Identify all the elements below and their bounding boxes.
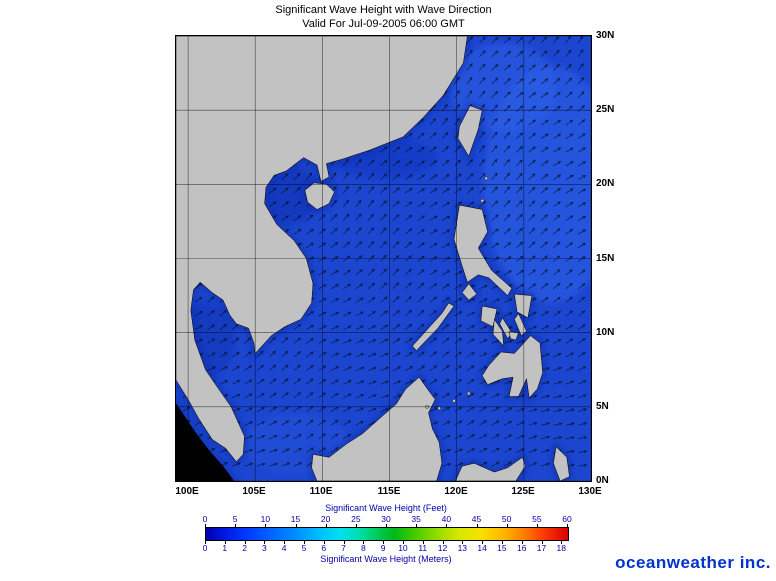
meter-tick-mark	[343, 541, 345, 544]
colorbar-feet-ticks: 0 5 10 15 20 25 30 35 40 45 50 55 60	[202, 514, 572, 524]
meter-tick-mark	[561, 541, 563, 544]
meter-tick-label: 0	[202, 543, 208, 553]
map-frame	[175, 35, 592, 482]
lat-axis-label: 0N	[596, 475, 609, 486]
feet-tick-label: 45	[471, 514, 482, 524]
meter-tick-label: 15	[497, 543, 507, 553]
meter-tick-mark	[422, 541, 424, 544]
latitude-axis: 30N 25N 20N 15N 10N 5N 0N	[596, 30, 630, 486]
feet-tick-label: 0	[202, 514, 208, 524]
feet-tick-mark	[205, 524, 206, 527]
chart-header: Significant Wave Height with Wave Direct…	[175, 3, 592, 31]
lat-axis-label: 20N	[596, 178, 615, 189]
meter-tick-mark	[462, 541, 464, 544]
meter-tick-mark	[205, 541, 206, 544]
lon-axis-label: 105E	[242, 486, 266, 497]
lon-axis-label: 115E	[377, 486, 401, 497]
meter-tick-label: 4	[281, 543, 287, 553]
feet-tick-label: 30	[381, 514, 391, 524]
meter-tick-mark	[402, 541, 404, 544]
colorbar-meters-label: Significant Wave Height (Meters)	[320, 554, 452, 564]
meter-tick-mark	[482, 541, 484, 544]
lat-axis-label: 30N	[596, 30, 615, 41]
feet-tick-label: 20	[320, 514, 331, 524]
chart-subtitle: Valid For Jul-09-2005 06:00 GMT	[302, 18, 465, 30]
meter-tick-label: 13	[457, 543, 468, 553]
wave-height-map	[176, 36, 591, 481]
lat-axis-label: 10N	[596, 327, 615, 338]
meter-tick-mark	[264, 541, 266, 544]
meter-tick-label: 1	[222, 543, 228, 553]
lon-axis-label: 130E	[578, 486, 602, 497]
feet-tick-mark	[416, 524, 418, 527]
oceanweather-logo: oceanweather inc.	[615, 553, 771, 572]
feet-tick-mark	[567, 524, 568, 527]
lat-axis-label: 25N	[596, 104, 615, 115]
colorbar-meter-ticks: 0 1 2 3 4 5 6 7 8 9 10 11 12 13 14 15 16 17 18	[202, 543, 567, 553]
colorbar	[205, 524, 569, 544]
meter-tick-mark	[521, 541, 523, 544]
meter-tick-label: 12	[437, 543, 448, 553]
meter-tick-mark	[224, 541, 226, 544]
lon-axis-label: 120E	[444, 486, 468, 497]
feet-tick-label: 15	[290, 514, 301, 524]
meter-tick-mark	[541, 541, 543, 544]
feet-tick-mark	[536, 524, 538, 527]
feet-tick-mark	[265, 524, 267, 527]
meter-tick-mark	[383, 541, 385, 544]
feet-tick-label: 5	[232, 514, 238, 524]
feet-tick-mark	[386, 524, 387, 527]
meter-tick-mark	[284, 541, 286, 544]
meter-tick-label: 7	[341, 543, 346, 553]
feet-tick-label: 55	[532, 514, 542, 524]
lat-axis-label: 5N	[596, 401, 609, 412]
feet-tick-mark	[325, 524, 327, 527]
chart-title: Significant Wave Height with Wave Direct…	[275, 4, 492, 16]
meter-tick-label: 17	[536, 543, 547, 553]
feet-tick-label: 10	[260, 514, 271, 524]
lat-axis-label: 15N	[596, 253, 615, 264]
feet-tick-label: 40	[441, 514, 452, 524]
meter-tick-label: 16	[516, 543, 527, 553]
meter-tick-mark	[323, 541, 325, 544]
meter-tick-mark	[442, 541, 444, 544]
feet-tick-mark	[476, 524, 478, 527]
meter-tick-label: 18	[556, 543, 567, 553]
meter-tick-label: 2	[242, 543, 247, 553]
meter-tick-label: 8	[360, 543, 366, 553]
feet-tick-label: 25	[351, 514, 361, 524]
meter-tick-label: 9	[380, 543, 386, 553]
feet-tick-mark	[355, 524, 357, 527]
meter-tick-mark	[244, 541, 246, 544]
longitude-axis: 100E 105E 110E 115E 120E 125E 130E	[175, 486, 601, 498]
feet-tick-mark	[446, 524, 448, 527]
feet-tick-mark	[235, 524, 237, 527]
meter-tick-mark	[363, 541, 365, 544]
meter-tick-label: 11	[418, 543, 428, 553]
feet-tick-mark	[506, 524, 508, 527]
colorbar-feet-label: Significant Wave Height (Feet)	[325, 503, 447, 513]
lon-axis-label: 100E	[175, 486, 199, 497]
lon-axis-label: 110E	[309, 486, 333, 497]
meter-tick-label: 3	[262, 543, 267, 553]
meter-tick-mark	[303, 541, 305, 544]
meter-tick-label: 5	[301, 543, 307, 553]
feet-tick-mark	[295, 524, 297, 527]
feet-tick-label: 35	[411, 514, 421, 524]
feet-tick-label: 50	[501, 514, 512, 524]
meter-tick-mark	[501, 541, 503, 544]
meter-tick-label: 10	[398, 543, 408, 553]
meter-tick-label: 6	[321, 543, 327, 553]
feet-tick-label: 60	[562, 514, 572, 524]
lon-axis-label: 125E	[511, 486, 535, 497]
meter-tick-label: 14	[477, 543, 487, 553]
